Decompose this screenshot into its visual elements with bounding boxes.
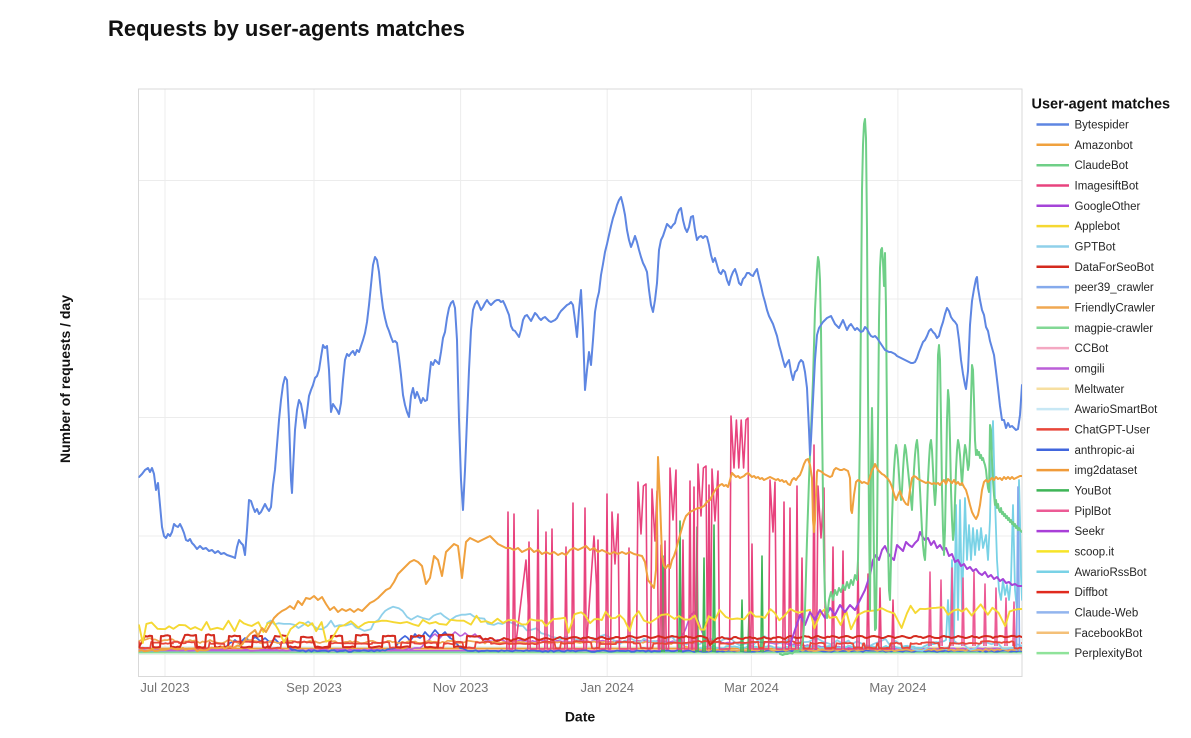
svg-text:Number of requests / day: Number of requests / day xyxy=(57,295,73,463)
svg-text:CCBot: CCBot xyxy=(1075,343,1110,355)
svg-text:AwarioRssBot: AwarioRssBot xyxy=(1075,567,1148,579)
svg-text:magpie-crawler: magpie-crawler xyxy=(1075,323,1154,335)
svg-text:Jan 2024: Jan 2024 xyxy=(580,680,634,695)
svg-text:Meltwater: Meltwater xyxy=(1075,384,1125,396)
svg-text:omgili: omgili xyxy=(1075,364,1105,376)
svg-text:AwarioSmartBot: AwarioSmartBot xyxy=(1075,404,1159,416)
svg-text:Diffbot: Diffbot xyxy=(1075,587,1109,599)
svg-text:FacebookBot: FacebookBot xyxy=(1075,628,1144,640)
svg-text:Applebot: Applebot xyxy=(1075,221,1121,233)
svg-text:peer39_crawler: peer39_crawler xyxy=(1075,282,1154,294)
svg-text:Date: Date xyxy=(565,709,596,725)
svg-text:Requests by user-agents matche: Requests by user-agents matches xyxy=(108,16,465,41)
svg-text:PerplexityBot: PerplexityBot xyxy=(1075,648,1144,660)
svg-text:Mar 2024: Mar 2024 xyxy=(724,680,779,695)
svg-text:GPTBot: GPTBot xyxy=(1075,242,1117,254)
svg-text:Bytespider: Bytespider xyxy=(1075,120,1130,132)
svg-text:ImagesiftBot: ImagesiftBot xyxy=(1075,181,1140,193)
svg-text:May 2024: May 2024 xyxy=(869,680,926,695)
svg-text:scoop.it: scoop.it xyxy=(1075,546,1115,558)
svg-text:GoogleOther: GoogleOther xyxy=(1075,201,1141,213)
svg-text:Jul 2023: Jul 2023 xyxy=(140,680,189,695)
svg-text:anthropic-ai: anthropic-ai xyxy=(1075,445,1135,457)
svg-text:PiplBot: PiplBot xyxy=(1075,506,1112,518)
svg-text:img2dataset: img2dataset xyxy=(1075,465,1138,477)
svg-text:Seekr: Seekr xyxy=(1075,526,1105,538)
svg-text:YouBot: YouBot xyxy=(1075,485,1112,497)
svg-text:ChatGPT-User: ChatGPT-User xyxy=(1075,424,1151,436)
svg-text:ClaudeBot: ClaudeBot xyxy=(1075,160,1130,172)
svg-text:Amazonbot: Amazonbot xyxy=(1075,140,1134,152)
svg-text:Claude-Web: Claude-Web xyxy=(1075,607,1139,619)
svg-text:User-agent matches: User-agent matches xyxy=(1032,97,1171,113)
svg-text:Nov 2023: Nov 2023 xyxy=(433,680,489,695)
svg-text:Sep 2023: Sep 2023 xyxy=(286,680,342,695)
svg-text:FriendlyCrawler: FriendlyCrawler xyxy=(1075,303,1156,315)
svg-text:DataForSeoBot: DataForSeoBot xyxy=(1075,262,1155,274)
